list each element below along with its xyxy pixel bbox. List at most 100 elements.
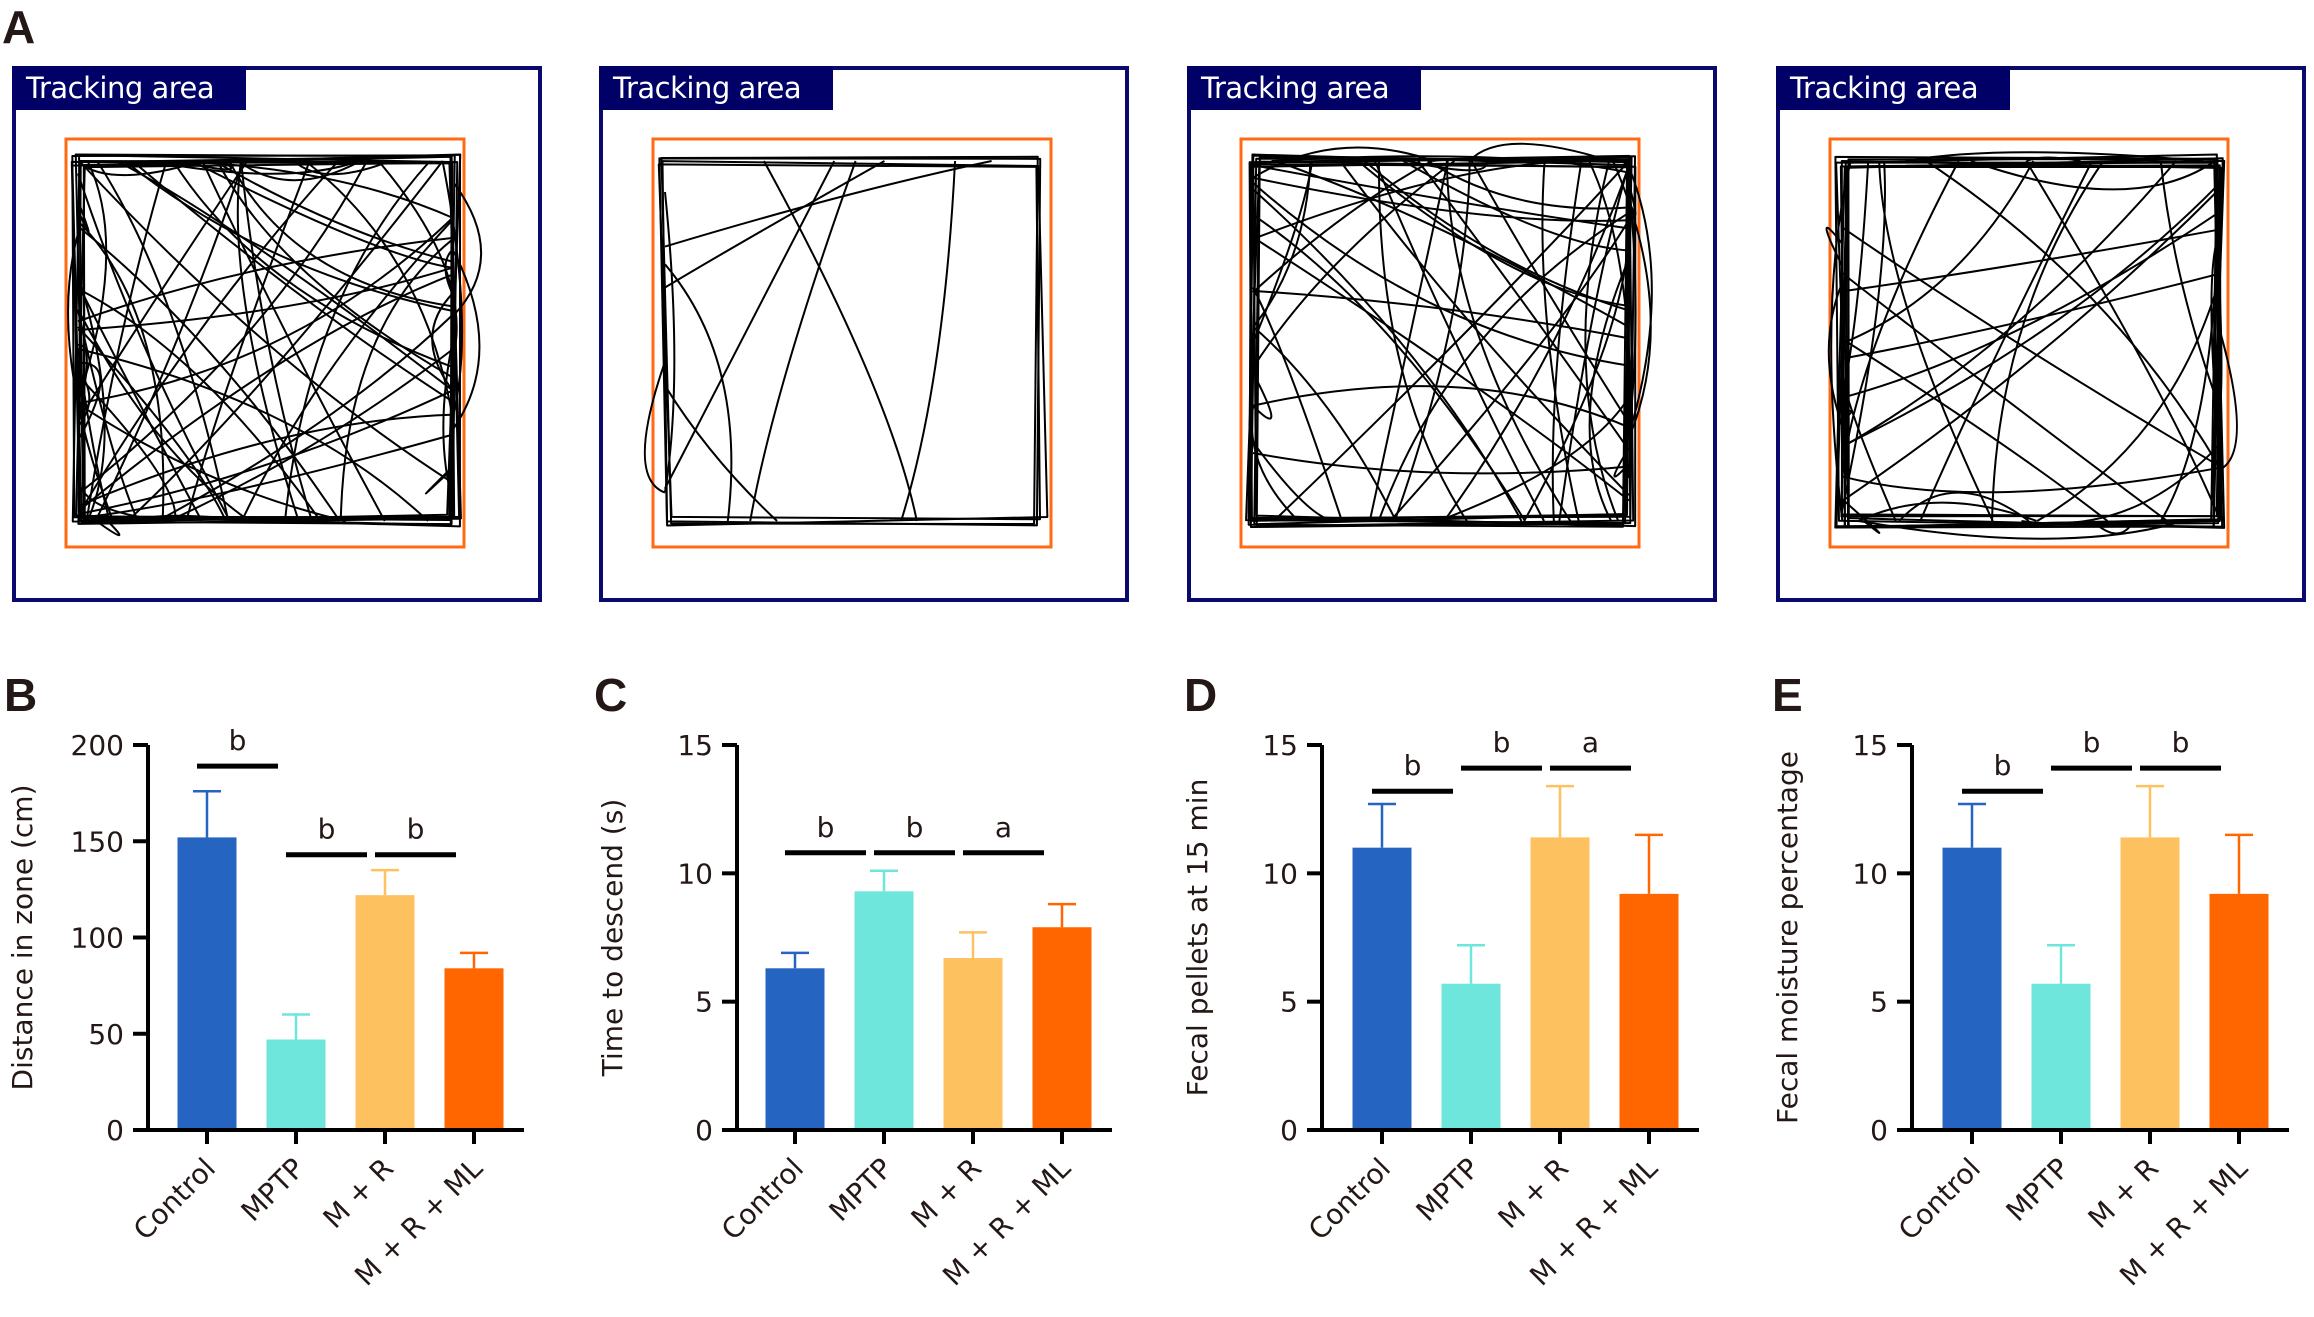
y-tick-label: 100 (71, 922, 124, 955)
bar-m-r-ml (444, 968, 504, 1128)
bar-m-r (2120, 837, 2180, 1128)
trajectory-path (749, 160, 857, 522)
zone-boundary (651, 137, 1053, 549)
trajectory-path (1841, 160, 1960, 476)
significance-label: b (906, 811, 924, 844)
trajectory-path (1551, 160, 1583, 522)
bar-mptp (2031, 983, 2091, 1128)
bar-control (1942, 847, 2002, 1128)
trajectory-path (85, 160, 168, 522)
trajectory-path (1523, 231, 1630, 522)
trajectory-path (1541, 160, 1580, 522)
y-tick-label: 5 (1870, 986, 1888, 1019)
chart-panel-b: 0 50 100 150 200 Distance in zone (cm) Control… (6, 724, 524, 1292)
bar-control (177, 837, 237, 1128)
trajectory-path (190, 160, 455, 269)
trajectory-path (1252, 286, 1343, 522)
y-tick-label: 150 (71, 825, 124, 858)
trajectory-path (1427, 160, 1630, 210)
trajectory-path (168, 347, 455, 522)
trajectory-path (1925, 160, 2219, 466)
bar-mptp (854, 891, 914, 1128)
trajectory-plot-control (64, 137, 482, 549)
panel-letter-d: D (1184, 669, 1218, 721)
trajectory-path (1252, 164, 1630, 230)
trajectory-path (1841, 160, 2177, 448)
x-tick-label: M + R (317, 1152, 400, 1235)
trajectory-path (1247, 153, 1629, 520)
trajectory-path (2217, 323, 2238, 472)
trajectory-path (1878, 160, 1994, 522)
trajectory-path (156, 312, 455, 522)
trajectory-plot-m-r (1239, 137, 1653, 549)
x-tick-label: MPTP (2000, 1152, 2076, 1228)
trajectory-path (1613, 447, 1630, 478)
trajectory-path (664, 160, 885, 289)
trajectory-path (763, 160, 918, 522)
bar-mptp (1441, 983, 1501, 1128)
significance-label: b (1493, 726, 1511, 759)
trajectory-path (658, 157, 1042, 527)
trajectory-path (643, 361, 666, 494)
y-tick-label: 10 (1262, 857, 1298, 890)
x-tick-label: Control (715, 1152, 810, 1247)
significance-label: b (2172, 726, 2190, 759)
panel-letter-e: E (1772, 669, 1803, 721)
trajectory-path (2210, 236, 2219, 436)
significance-label: b (229, 724, 247, 757)
tracking-area-label: Tracking area (1187, 66, 1421, 110)
significance-label: b (817, 811, 835, 844)
trajectory-path (137, 514, 256, 522)
trajectory-path (1628, 183, 1637, 216)
trajectory-path (1252, 160, 1433, 293)
trajectory-path (77, 326, 227, 522)
bar-mptp (266, 1039, 326, 1128)
trajectory-path (77, 220, 165, 522)
trajectory-path (185, 160, 311, 522)
chart-panel-c: 0 5 10 15 Time to descend (s) Control MPTP M + … (596, 729, 1112, 1292)
x-tick-label: Control (1302, 1152, 1397, 1247)
trajectory-path (77, 309, 139, 522)
trajectory-path (664, 385, 778, 522)
bar-m-r (943, 958, 1003, 1128)
trajectory-path (77, 369, 91, 428)
trajectory-path (209, 160, 260, 164)
trajectory-path (77, 344, 88, 418)
trajectory-path (377, 160, 458, 355)
trajectory-path (1252, 385, 1630, 429)
trajectory-path (1841, 184, 2219, 448)
trajectory-path (1252, 160, 1455, 369)
trajectory-path (2036, 284, 2219, 522)
tracking-area-label: Tracking area (599, 66, 833, 110)
trajectory-path (126, 160, 444, 522)
trajectory-path (661, 160, 1049, 527)
trajectory-path (1402, 160, 1630, 252)
trajectory-path (95, 520, 121, 537)
trajectory-path (444, 247, 455, 298)
trajectory-path (77, 433, 455, 520)
trajectory-path (2160, 228, 2219, 522)
trajectory-path (664, 160, 836, 490)
trajectory-path (1841, 228, 2219, 293)
trajectory-path (124, 160, 455, 313)
x-tick-label: MPTP (823, 1152, 899, 1228)
panel-letter-c: C (594, 669, 628, 721)
trajectory-path (77, 347, 111, 522)
zone-boundary (1828, 137, 2230, 549)
trajectory-path (96, 160, 230, 522)
trajectory-path (77, 309, 251, 522)
trajectory-path (77, 283, 203, 522)
trajectory-path (77, 287, 322, 522)
trajectory-path (77, 173, 231, 522)
x-tick-label: MPTP (1410, 1152, 1486, 1228)
trajectory-path (660, 155, 1039, 526)
trajectory-path (1841, 160, 2035, 345)
trajectory-path (1628, 166, 1653, 435)
tracking-arena-mptp: Tracking area (599, 66, 1129, 602)
tracking-arena-control: Tracking area (12, 66, 542, 602)
trajectory-path (1252, 236, 1630, 502)
zone-boundary (64, 137, 466, 549)
trajectory-path (1252, 289, 1630, 340)
trajectory-path (1468, 142, 1611, 162)
